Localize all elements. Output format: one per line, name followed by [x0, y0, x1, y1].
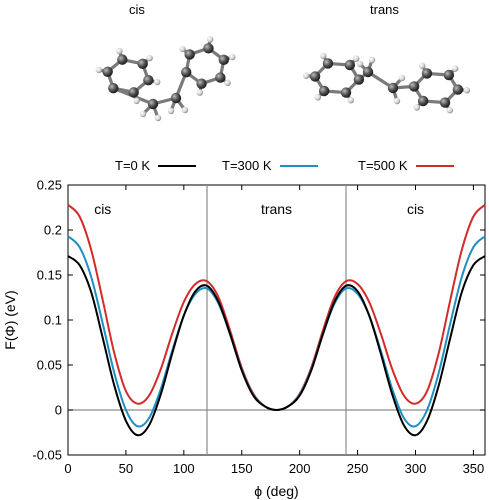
hydrogen-atom: [398, 74, 406, 82]
hydrogen-atom: [413, 104, 421, 111]
hydrogen-atom: [314, 94, 322, 101]
hydrogen-atom: [229, 53, 236, 61]
y-axis-label: F(Φ) (eV): [2, 290, 18, 349]
carbon-atom: [353, 74, 365, 85]
y-tick-label: 0.25: [37, 178, 62, 193]
hydrogen-atom: [146, 54, 153, 62]
carbon-atom: [137, 58, 148, 70]
hydrogen-atom: [196, 89, 204, 96]
hydrogen-atom: [153, 78, 161, 86]
x-tick-label: 0: [64, 461, 71, 476]
hydrogen-atom: [224, 79, 231, 87]
y-tick-label: 0.05: [37, 358, 62, 373]
hydrogen-atom: [393, 97, 401, 105]
x-tick-label: 100: [173, 461, 195, 476]
x-tick-label: 250: [347, 461, 369, 476]
carbon-atom: [421, 68, 433, 79]
legend-item-t500: T=500 K: [358, 158, 454, 173]
hydrogen-atom: [133, 97, 140, 105]
region-label: cis: [94, 201, 111, 217]
legend-swatch: [279, 164, 318, 167]
x-tick-label: 200: [289, 461, 311, 476]
hydrogen-atom: [419, 62, 426, 69]
carbon-atom: [147, 98, 159, 110]
molecule-structures: [95, 36, 471, 122]
plot-frame: [67, 184, 486, 456]
x-tick-label: 350: [463, 461, 485, 476]
region-label: cis: [407, 201, 424, 217]
carbon-atom: [408, 81, 420, 92]
carbon-atom: [218, 54, 229, 66]
hydrogen-atom: [116, 47, 123, 55]
y-tick-label: 0.15: [37, 268, 62, 283]
x-tick-label: 300: [405, 461, 427, 476]
x-tick-label: 50: [119, 461, 133, 476]
hydrogen-atom: [139, 110, 147, 118]
hydrogen-atom: [320, 52, 327, 59]
carbon-atom: [181, 66, 192, 78]
carbon-atom: [184, 49, 195, 60]
carbon-atom: [340, 87, 352, 98]
legend-swatch: [415, 164, 454, 167]
series-line: [67, 255, 486, 437]
hydrogen-atom: [179, 45, 186, 53]
x-axis-label: ϕ (deg): [254, 483, 298, 499]
legend-item-t300: T=300 K: [222, 158, 318, 173]
hydrogen-atom: [463, 87, 471, 94]
hydrogen-atom: [167, 107, 175, 115]
trans-molecule-label: trans: [370, 2, 399, 17]
carbon-atom: [117, 54, 128, 65]
carbon-atom: [102, 66, 113, 77]
series-line: [67, 204, 486, 412]
carbon-atom: [344, 59, 356, 71]
legend-item-t0: T=0 K: [115, 158, 197, 173]
y-tick-label: -0.05: [32, 448, 62, 463]
cis-molecule-structure: [95, 36, 236, 122]
legend-label: T=0 K: [115, 158, 151, 173]
hydrogen-atom: [154, 114, 162, 122]
hydrogen-atom: [356, 60, 364, 68]
y-tick-label: 0.2: [44, 223, 62, 238]
hydrogen-atom: [181, 106, 189, 114]
hydrogen-atom: [446, 107, 453, 114]
carbon-atom: [128, 87, 139, 98]
carbon-atom: [387, 82, 399, 94]
hydrogen-atom: [347, 97, 354, 104]
legend-label: T=300 K: [222, 158, 272, 173]
legend-label: T=500 K: [358, 158, 408, 173]
carbon-atom: [443, 69, 455, 81]
cis-molecule-label: cis: [129, 2, 145, 17]
carbon-atom: [203, 43, 214, 54]
hydrogen-atom: [302, 72, 310, 79]
x-tick-label: 150: [231, 461, 253, 476]
region-label: trans: [261, 201, 292, 217]
carbon-atom: [309, 71, 321, 82]
carbon-atom: [452, 84, 464, 95]
y-tick-label: 0: [55, 403, 62, 418]
y-tick-label: 0.1: [44, 313, 62, 328]
carbon-atom: [322, 58, 334, 69]
hydrogen-atom: [451, 65, 459, 72]
hydrogen-atom: [368, 56, 376, 64]
hydrogen-atom: [95, 66, 103, 74]
carbon-atom: [215, 72, 226, 83]
hydrogen-atom: [206, 36, 214, 43]
trans-molecule-structure: [302, 52, 471, 114]
legend-swatch: [158, 164, 197, 167]
carbon-atom: [143, 75, 154, 86]
carbon-atom: [196, 78, 207, 89]
carbon-atom: [170, 92, 182, 104]
carbon-atom: [439, 97, 451, 108]
carbon-atom: [318, 85, 330, 97]
carbon-atom: [417, 95, 429, 107]
carbon-atom: [108, 82, 119, 94]
hydrogen-atom: [352, 55, 360, 62]
carbon-atom: [362, 66, 374, 78]
